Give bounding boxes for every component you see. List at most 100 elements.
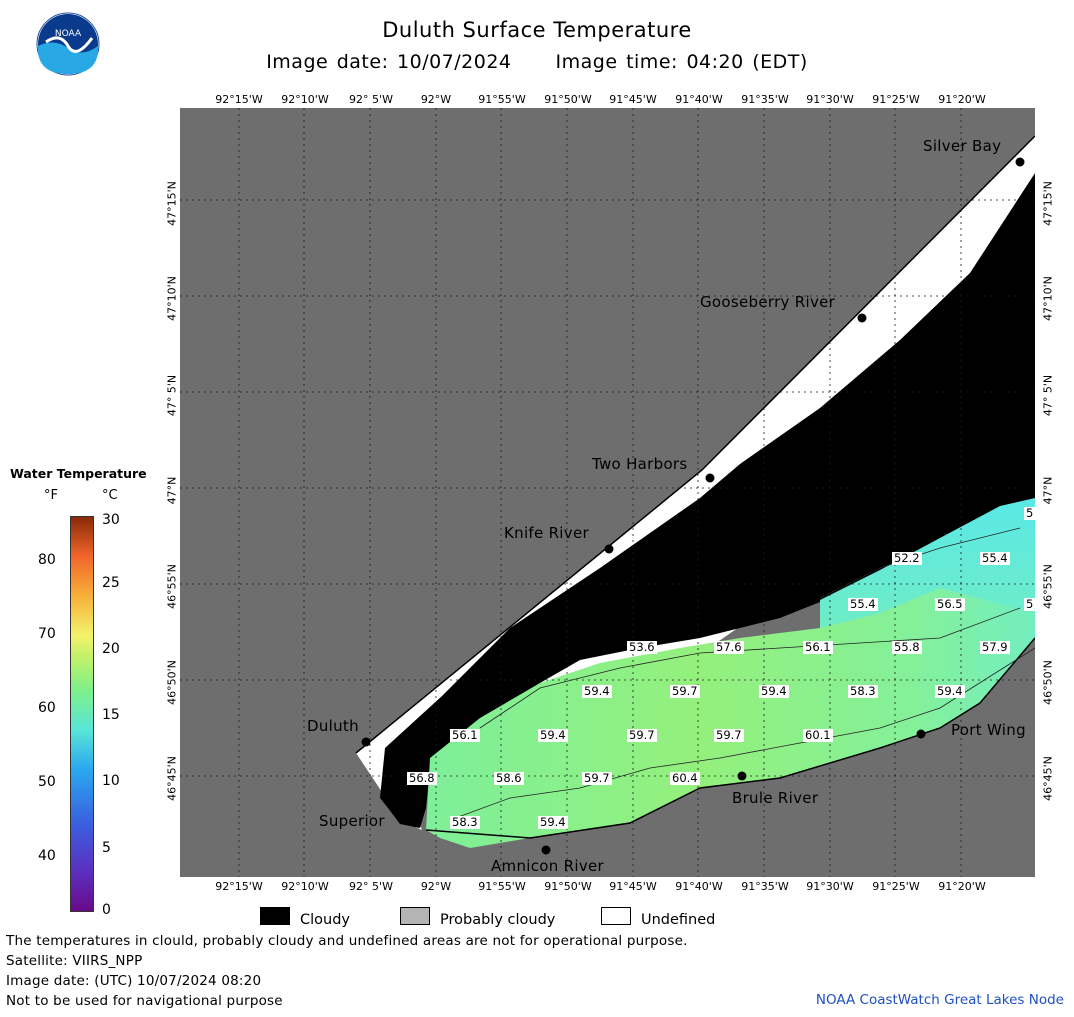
place-label: Port Wing [951, 721, 1026, 739]
lon-label-top: 92°15'W [215, 93, 263, 106]
temp-label: 59.7 [670, 684, 700, 698]
temp-label: 56.8 [407, 771, 437, 785]
lon-label-bottom: 92° 5'W [349, 880, 393, 893]
lat-label-left: 46°50'N [165, 660, 179, 705]
unit-celsius: °C [102, 488, 118, 503]
lat-label-right: 46°45'N [1041, 756, 1055, 801]
lat-label-right: 47°10'N [1041, 276, 1055, 321]
place-label: Superior [319, 812, 385, 830]
image-time: Image time: 04:20 (EDT) [555, 51, 808, 73]
temp-label: 56.5 [935, 597, 965, 611]
map-svg [180, 108, 1036, 877]
place-label: Knife River [504, 524, 589, 542]
place-label: Duluth [307, 717, 359, 735]
lon-label-bottom: 91°40'W [675, 880, 723, 893]
lon-label-bottom: 91°50'W [544, 880, 592, 893]
lon-label-bottom: 91°30'W [806, 880, 854, 893]
celsius-tick: 0 [102, 902, 111, 918]
footer-disclaimer: Not to be used for navigational purpose [6, 993, 283, 1009]
temp-label: 58.3 [450, 815, 480, 829]
temp-label: 5 [1024, 506, 1036, 520]
temp-label: 55.8 [892, 640, 922, 654]
lat-label-left: 47°N [165, 476, 179, 505]
temp-label: 59.4 [538, 815, 568, 829]
lon-label-bottom: 92°W [420, 880, 452, 893]
place-label: Amnicon River [491, 857, 605, 875]
celsius-tick: 10 [102, 773, 120, 789]
lat-label-right: 47°N [1041, 476, 1055, 505]
footer-note: The temperatures in clould, probably clo… [6, 933, 688, 949]
fahrenheit-tick: 50 [38, 774, 56, 790]
temp-label: 59.7 [582, 771, 612, 785]
surface-temperature-map [180, 108, 1036, 877]
lat-label-right: 46°50'N [1041, 660, 1055, 705]
credit-link[interactable]: NOAA CoastWatch Great Lakes Node [815, 992, 1064, 1008]
temp-label: 60.1 [803, 728, 833, 742]
temperature-contour [449, 647, 1036, 821]
temp-label: 56.1 [803, 640, 833, 654]
lat-label-left: 47°10'N [165, 276, 179, 321]
celsius-tick: 20 [102, 641, 120, 657]
page-title: Duluth Surface Temperature [382, 18, 692, 42]
celsius-tick: 15 [102, 707, 120, 723]
shoreline [355, 135, 1036, 839]
city-dot-two-harbors [705, 473, 715, 483]
temp-label: 59.7 [627, 728, 657, 742]
probably-cloudy-label: Probably cloudy [440, 912, 556, 928]
city-markers [361, 157, 1025, 855]
place-label: Gooseberry River [700, 293, 836, 311]
lon-label-top: 92°10'W [281, 93, 329, 106]
fahrenheit-tick: 80 [38, 552, 56, 568]
fahrenheit-tick: 60 [38, 700, 56, 716]
lon-label-bottom: 91°55'W [478, 880, 526, 893]
lon-label-top: 92° 5'W [349, 93, 393, 106]
temp-label: 58.6 [494, 771, 524, 785]
lon-label-top: 91°50'W [544, 93, 592, 106]
temp-label: 58.3 [848, 684, 878, 698]
temp-label: 55.4 [848, 597, 878, 611]
temp-label: 60.4 [670, 771, 700, 785]
temp-label: 57.6 [714, 640, 744, 654]
temp-label: 59.7 [714, 728, 744, 742]
legend-title: Water Temperature [10, 466, 147, 481]
color-scale-bar [70, 516, 94, 912]
lon-label-bottom: 92°15'W [215, 880, 263, 893]
lon-label-top: 91°20'W [938, 93, 986, 106]
city-dot-gooseberry-river [857, 313, 867, 323]
temp-label: 59.4 [582, 684, 612, 698]
temp-label: 52.2 [892, 551, 922, 565]
city-dot-brule-river [737, 771, 747, 781]
footer-satellite: Satellite: VIIRS_NPP [6, 953, 143, 969]
lon-label-bottom: 91°20'W [938, 880, 986, 893]
lat-label-left: 47°15'N [165, 181, 179, 226]
fahrenheit-tick: 70 [38, 626, 56, 642]
temp-label: 53.6 [627, 640, 657, 654]
lon-label-bottom: 91°35'W [741, 880, 789, 893]
temp-label: 57.9 [980, 640, 1010, 654]
page-subtitle: Image date: 10/07/2024 Image time: 04:20 … [0, 51, 1074, 73]
temp-label: 5 [1024, 597, 1036, 611]
place-label: Two Harbors [592, 455, 688, 473]
noaa-logo-icon: NOAA [36, 12, 100, 76]
water-warm-area [426, 588, 1035, 848]
lon-label-top: 92°W [420, 93, 452, 106]
celsius-tick: 5 [102, 840, 111, 856]
cloudy-swatch [260, 907, 290, 925]
celsius-tick: 30 [102, 512, 120, 528]
cloudy-label: Cloudy [300, 912, 350, 928]
lon-label-top: 91°30'W [806, 93, 854, 106]
lon-label-bottom: 92°10'W [281, 880, 329, 893]
city-dot-port-wing [916, 729, 926, 739]
undefined-swatch [601, 907, 631, 925]
fahrenheit-tick: 40 [38, 848, 56, 864]
lon-label-top: 91°25'W [872, 93, 920, 106]
place-label: Brule River [732, 789, 819, 807]
lat-label-left: 46°55'N [165, 564, 179, 609]
undefined-label: Undefined [641, 912, 716, 928]
cloudy-area [380, 173, 1035, 828]
lat-label-right: 47° 5'N [1041, 374, 1055, 417]
lat-label-right: 46°55'N [1041, 564, 1055, 609]
lon-label-top: 91°55'W [478, 93, 526, 106]
temp-label: 59.4 [935, 684, 965, 698]
place-label: Silver Bay [923, 137, 1002, 155]
